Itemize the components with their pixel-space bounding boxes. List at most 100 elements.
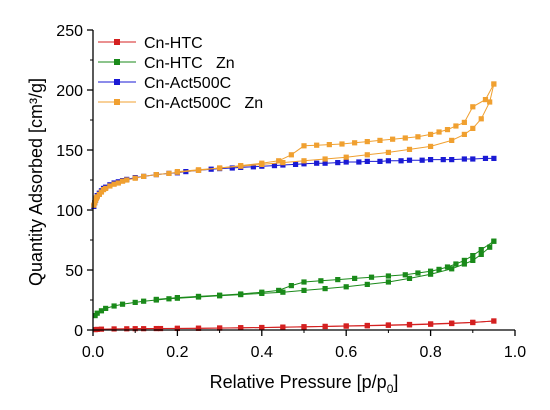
axes: 0.0 0.2 0.4 0.6 0.8 1.0 0 50 100 150 200 250 [56, 23, 526, 361]
series-3-point [335, 160, 341, 166]
series-4-point [364, 139, 370, 145]
series-3-point [461, 156, 467, 162]
series-2-point [276, 287, 282, 293]
series-3 [91, 155, 497, 209]
series-4-point [390, 136, 396, 142]
series-4-point [322, 156, 328, 162]
series-2-point [444, 264, 451, 270]
series-4-point [217, 165, 223, 171]
series-1-point [406, 321, 413, 328]
series-2-point [94, 310, 100, 316]
series-4-point [301, 158, 307, 164]
series-4-point [415, 134, 421, 140]
series-4-point [352, 140, 358, 146]
series-2-point [364, 281, 370, 287]
series-4-point [111, 181, 117, 187]
legend-label: Cn-HTC [144, 35, 203, 52]
series-4-point [132, 175, 138, 181]
series-3-point [440, 157, 446, 163]
series-2-point [478, 251, 484, 257]
series-2-point [470, 253, 476, 259]
series-1-point [491, 318, 497, 324]
series-2-point [385, 273, 391, 279]
series-3-point [356, 159, 362, 165]
series-1-point [111, 326, 117, 332]
series-4-point [276, 158, 282, 164]
legend-label: Cn-Act500C [144, 75, 231, 92]
series-4-point [385, 149, 391, 155]
series-1-point [385, 322, 391, 328]
series-4-point [238, 163, 244, 169]
series-4-point [174, 169, 180, 175]
series-2-point [301, 287, 307, 293]
series-2-point [436, 266, 442, 272]
series-2-point [385, 279, 391, 285]
series-2-point [352, 275, 358, 281]
series-2-adsorption-line [94, 240, 495, 316]
series-3-point [491, 155, 497, 161]
series-2-point [217, 292, 223, 298]
series-1-point [153, 325, 159, 332]
series-3-point [482, 155, 489, 161]
series-3-point [406, 157, 413, 163]
series-2-point [428, 271, 434, 277]
legend-marker [114, 39, 120, 45]
series-3-point [385, 158, 391, 164]
series-4-point [482, 97, 489, 103]
y-tick-label: 250 [56, 23, 83, 40]
series-3-point [470, 156, 476, 162]
series-2-point [491, 238, 497, 244]
series-2-point [406, 275, 413, 281]
series-4-point [301, 143, 307, 149]
series-1-point [301, 324, 307, 330]
series-4-point [119, 178, 126, 184]
series-1-point [364, 322, 370, 329]
series-2-point [470, 257, 476, 263]
legend-marker [114, 99, 120, 105]
y-tick-label: 50 [65, 263, 83, 280]
series-3-point [428, 157, 434, 163]
series-4-point [364, 152, 370, 158]
series-2-point [280, 289, 286, 295]
series-4-point [436, 129, 442, 135]
series-2-point [335, 277, 341, 283]
x-tick-label: 0.2 [166, 344, 188, 361]
series-1-point [124, 326, 130, 332]
series-3-point [377, 158, 383, 164]
x-tick-label: 0.4 [251, 344, 273, 361]
series-2-point [402, 272, 408, 278]
series-3-point [292, 161, 299, 167]
plot-area [91, 81, 497, 333]
series-2-point [322, 286, 328, 292]
series-3-point [398, 158, 404, 164]
series-2-point [98, 308, 105, 314]
x-axis-title-subscript: 0 [387, 382, 394, 396]
series-4-point [288, 152, 294, 158]
series-1-point [428, 321, 434, 327]
series-4-point [491, 81, 497, 87]
legend-label: Cn-Act500C Zn [144, 95, 263, 112]
series-4-point [115, 180, 121, 186]
x-tick-label: 0.0 [82, 344, 104, 361]
series-1-point [98, 326, 105, 332]
series-4-point [107, 183, 113, 189]
series-2-point [461, 257, 467, 263]
y-axis-title: Quantity Adsorbed [cm³/g] [26, 78, 46, 286]
series-4-point [402, 135, 408, 141]
series-4-point [406, 146, 413, 152]
series-2 [92, 238, 497, 319]
series-4-point [428, 143, 434, 149]
series-3-point [449, 157, 455, 163]
series-1 [92, 318, 497, 333]
series-2-point [238, 291, 244, 297]
x-axis-title-close: ] [393, 372, 398, 392]
series-1-point [470, 319, 476, 325]
series-2-point [103, 305, 109, 311]
legend-marker [114, 59, 120, 65]
y-tick-label: 200 [56, 83, 83, 100]
legend: Cn-HTC Cn-HTC Zn Cn-Act500C Cn-Act500C Zn [98, 35, 263, 112]
series-2-point [318, 278, 324, 284]
series-2-point [132, 299, 138, 305]
